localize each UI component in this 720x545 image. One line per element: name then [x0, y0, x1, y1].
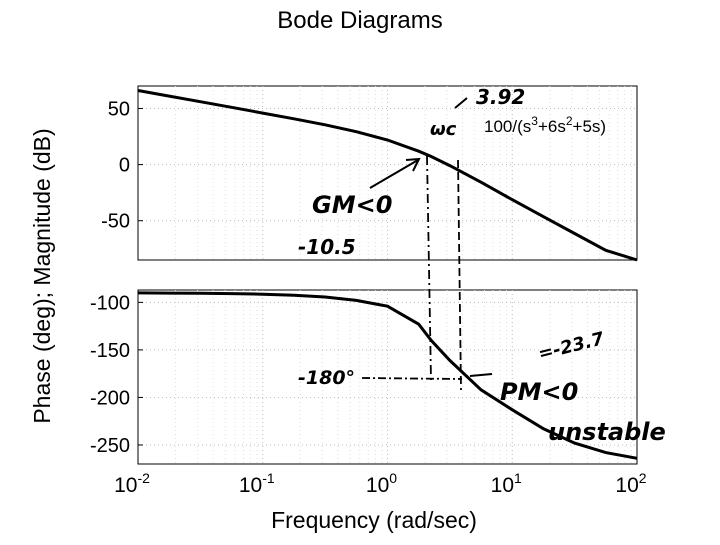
gain-crossover-dashed-line	[457, 159, 462, 391]
x-tick-label: 10-2	[114, 470, 150, 497]
phase-y-ticks: -100 -150 -200 -250	[90, 292, 130, 457]
wc-value-annotation: 3.92	[476, 85, 525, 109]
x-tick-label: 10-1	[239, 470, 275, 497]
transfer-function-label: 100/(s3+6s2+5s)	[484, 114, 606, 136]
y-tick-label: 50	[108, 98, 130, 120]
gm-arrowhead	[405, 157, 421, 172]
wc-annotation: ωc	[430, 119, 457, 140]
gm-value-annotation: -10.5	[298, 235, 356, 259]
x-tick-label: 101	[491, 470, 522, 497]
y-tick-label: -100	[90, 292, 130, 314]
magnitude-y-ticks: 50 0 -50	[101, 98, 130, 232]
gm-arrow	[369, 159, 419, 189]
magnitude-grid	[138, 86, 637, 260]
handwritten-annotations: GM<0 -10.5 ωc 3.92 -180° PM<0 =-23.7 uns…	[298, 85, 666, 446]
pm-tick-line	[469, 373, 493, 377]
wc-arrow	[454, 97, 468, 109]
minus-180-annotation: -180°	[298, 367, 355, 389]
magnitude-curve	[137, 89, 638, 262]
x-tick-labels: 10-2 10-1 100 101 102	[114, 470, 647, 497]
chart-title: Bode Diagrams	[277, 7, 442, 34]
y-tick-label: 0	[119, 155, 130, 177]
phase-curve	[137, 291, 638, 460]
phase-grid	[138, 290, 637, 464]
phase-panel: -100 -150 -200 -250	[90, 289, 638, 465]
unstable-annotation: unstable	[548, 418, 666, 446]
y-tick-label: -50	[101, 211, 130, 233]
magnitude-panel: 50 0 -50	[101, 85, 638, 262]
x-tick-label: 102	[615, 470, 646, 497]
y-tick-label: -200	[90, 387, 130, 409]
x-axis-label: Frequency (rad/sec)	[271, 507, 477, 533]
x-tick-label: 100	[366, 470, 397, 497]
y-axis-label: Phase (deg); Magnitude (dB)	[29, 128, 55, 423]
y-tick-label: -250	[90, 435, 130, 457]
magnitude-plot-frame	[137, 85, 638, 261]
pm-annotation: PM<0	[500, 378, 578, 406]
y-tick-label: -150	[90, 340, 130, 362]
gm-annotation: GM<0	[312, 191, 392, 219]
minus-180-reference-line	[361, 377, 463, 380]
